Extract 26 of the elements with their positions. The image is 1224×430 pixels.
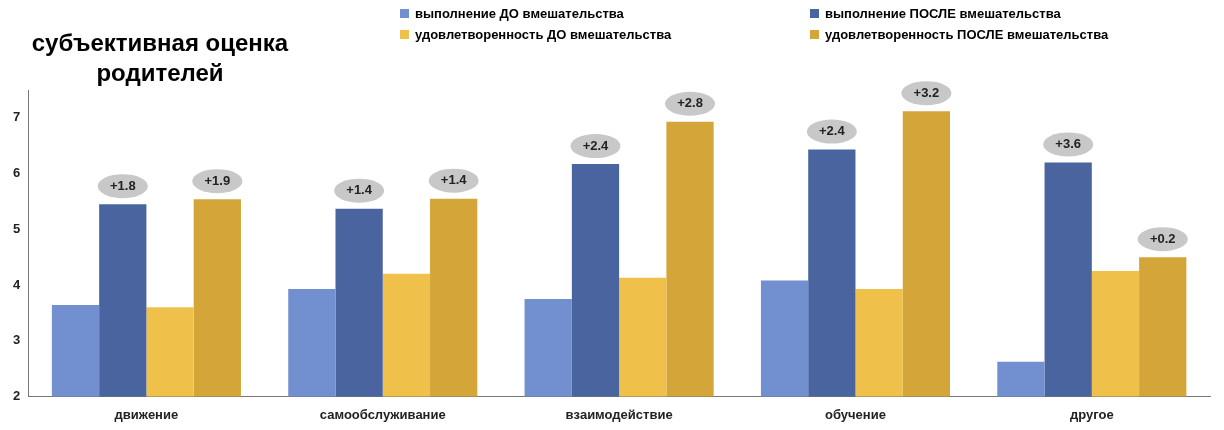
x-tick-label: взаимодействие bbox=[565, 406, 673, 422]
annotation: +2.4 bbox=[819, 123, 846, 139]
legend-label: выполнение ДО вмешательства bbox=[415, 6, 624, 21]
x-tick-label: другое bbox=[1069, 406, 1114, 422]
annotation: +1.4 bbox=[440, 172, 468, 188]
y-tick-label: 6 bbox=[13, 165, 21, 181]
y-tick-label: 7 bbox=[13, 109, 21, 125]
y-tick-label: 4 bbox=[13, 276, 21, 292]
chart-title: субъективная оценка родителей bbox=[30, 28, 290, 88]
legend-label: выполнение ПОСЛЕ вмешательства bbox=[825, 6, 1061, 21]
legend-label: удовлетворенность ПОСЛЕ вмешательства bbox=[825, 27, 1109, 42]
annotation: +3.6 bbox=[1055, 136, 1082, 151]
annotation: +2.8 bbox=[677, 95, 703, 111]
annotation: +1.4 bbox=[346, 182, 373, 198]
y-tick-label: 2 bbox=[13, 387, 21, 403]
annotation: +3.2 bbox=[913, 84, 940, 100]
annotation: +1.8 bbox=[109, 177, 136, 193]
y-tick-label: 5 bbox=[13, 220, 21, 236]
x-tick-label: обучение bbox=[825, 406, 886, 422]
y-tick-label: 3 bbox=[13, 332, 21, 348]
x-tick-label: движение bbox=[114, 406, 179, 422]
annotation: +1.9 bbox=[204, 172, 231, 188]
legend-label: удовлетворенность ДО вмешательства bbox=[415, 27, 672, 42]
annotation: +2.4 bbox=[582, 137, 610, 153]
annotation: +0.2 bbox=[1149, 230, 1176, 246]
x-tick-label: самообслуживание bbox=[319, 406, 446, 422]
